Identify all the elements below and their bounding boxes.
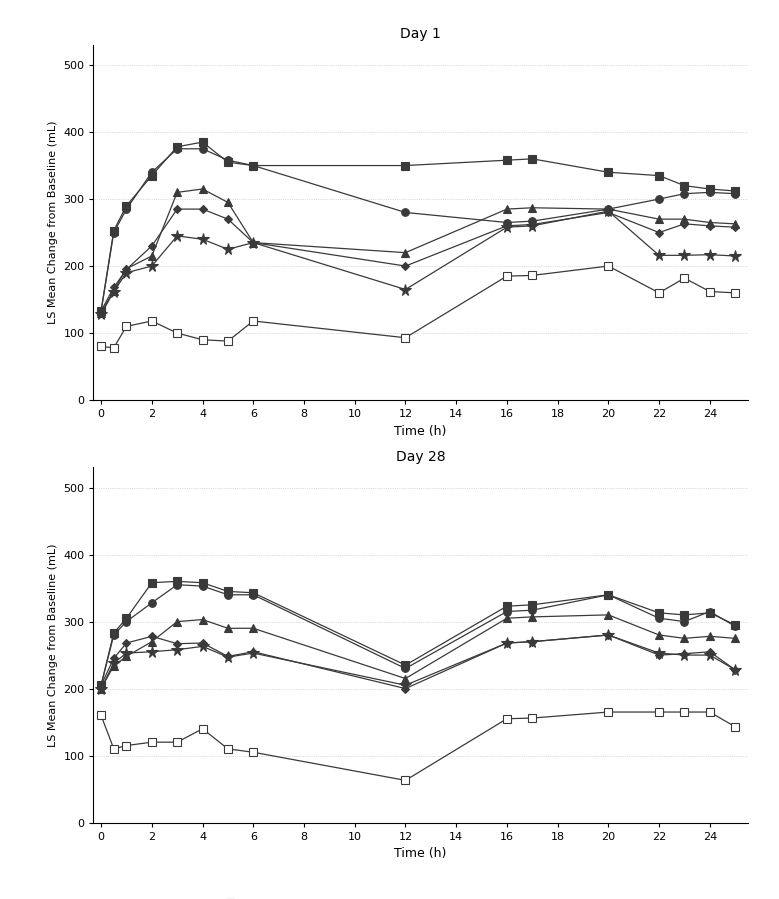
- Title: Day 28: Day 28: [396, 450, 446, 464]
- Y-axis label: LS Mean Change from Baseline (mL): LS Mean Change from Baseline (mL): [48, 120, 58, 325]
- X-axis label: Time (h): Time (h): [394, 847, 447, 860]
- Y-axis label: LS Mean Change from Baseline (mL): LS Mean Change from Baseline (mL): [48, 543, 58, 747]
- Title: Day 1: Day 1: [400, 27, 441, 41]
- Legend: Placebo, Vilanterol 6.25 mcg, Vilanterol 25 mcg, Vilanterol 3.0 mcg, Vilanterol : Placebo, Vilanterol 6.25 mcg, Vilanterol…: [214, 476, 627, 500]
- X-axis label: Time (h): Time (h): [394, 424, 447, 438]
